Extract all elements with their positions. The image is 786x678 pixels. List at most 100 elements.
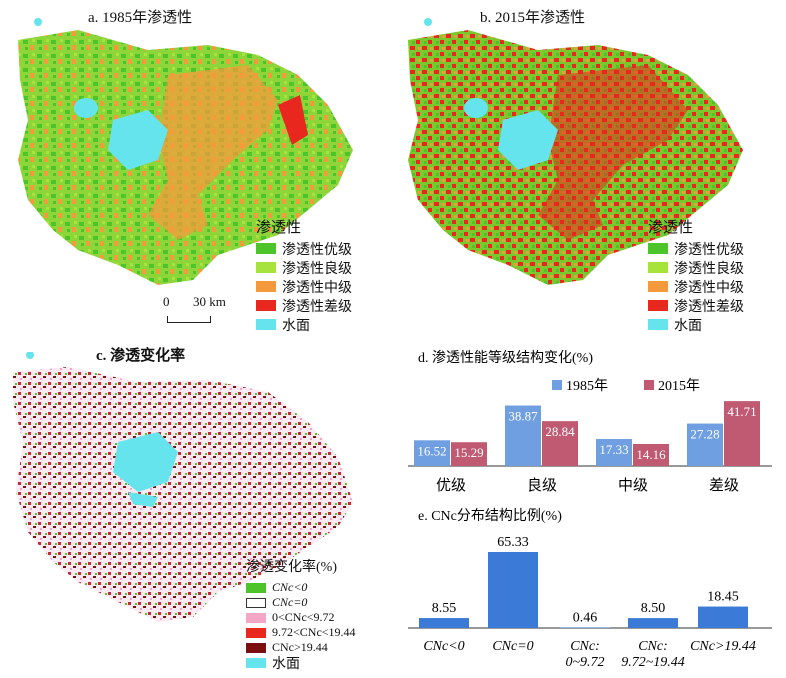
- legend-item: 0<CNc<9.72: [246, 610, 356, 625]
- legend-label: 渗透性良级: [674, 261, 744, 277]
- legend-swatch: [246, 627, 266, 638]
- legend-swatch: [648, 300, 668, 311]
- data-label: 8.55: [432, 601, 457, 616]
- legend-label: 渗透性差级: [674, 299, 744, 315]
- bar: [451, 442, 487, 466]
- bar: [488, 552, 538, 628]
- scale-value: 30 km: [193, 294, 226, 309]
- category-label: CNc=0: [492, 639, 533, 654]
- data-label: 15.29: [454, 445, 483, 460]
- data-label: 14.16: [636, 447, 666, 462]
- legend-item: 渗透性差级: [648, 296, 744, 315]
- data-label: 16.52: [417, 443, 446, 458]
- legend-item: 渗透性中级: [256, 277, 352, 296]
- legend-item: CNc<0: [246, 580, 356, 595]
- legend-swatch: [256, 243, 276, 254]
- legend-swatch: [246, 612, 266, 623]
- legend-label: 9.72<CNc<19.44: [272, 625, 356, 639]
- legend-label: CNc<0: [272, 580, 308, 594]
- category-label: CNc>19.44: [690, 639, 756, 654]
- bar: [419, 618, 469, 628]
- legend-swatch: [246, 597, 266, 608]
- legend-item: 水面: [246, 655, 356, 672]
- legend-title: 渗透性: [648, 220, 694, 236]
- legend-item: 渗透性良级: [256, 258, 352, 277]
- bar: [596, 439, 632, 466]
- permeability-legend-a: 渗透性 渗透性优级 渗透性良级 渗透性中级 渗透性差级 水面: [256, 216, 352, 334]
- data-label: 65.33: [497, 535, 529, 550]
- legend-item: 渗透性差级: [256, 296, 352, 315]
- legend-label: 水面: [282, 318, 310, 334]
- legend-item: 水面: [648, 315, 744, 334]
- legend-label: 水面: [674, 318, 702, 334]
- chart-cnc-distribution: e. CNc分布结构比例(%) 8.55 CNc<0 65.33 CNc=0 0.46 CN…: [408, 508, 772, 670]
- bar: [505, 405, 541, 466]
- scale-zero: 0: [163, 294, 170, 309]
- legend-item: 渗透性优级: [648, 239, 744, 258]
- category-label: 良级: [527, 477, 557, 494]
- legend-label: 渗透性中级: [282, 280, 352, 296]
- legend-label: 渗透性中级: [674, 280, 744, 296]
- legend-label: 1985年: [566, 378, 608, 394]
- legend-label: 水面: [272, 656, 300, 672]
- panel-b-title: b. 2015年渗透性: [480, 10, 586, 26]
- legend-item: 渗透性中级: [648, 277, 744, 296]
- panel-c-title: c. 渗透变化率: [96, 348, 186, 364]
- bar: [724, 401, 760, 466]
- legend-swatch: [256, 262, 276, 273]
- legend-title: 渗透变化率(%): [246, 560, 337, 575]
- legend-label: 0<CNc<9.72: [272, 610, 335, 624]
- data-label: 41.71: [727, 404, 756, 419]
- legend-label: CNc=0: [272, 595, 308, 609]
- legend-swatch: [648, 281, 668, 292]
- bar: [414, 440, 450, 466]
- category-label: 9.72~19.44: [621, 655, 685, 670]
- bar: [698, 606, 748, 628]
- bar: [560, 627, 610, 628]
- legend-label: CNc>19.44: [272, 640, 328, 654]
- chart-permeability-structure: d. 渗透性能等级结构变化(%) 1985年 2015年 16.52 15.29 优级 38…: [408, 349, 772, 494]
- legend-item: CNc=0: [246, 595, 356, 610]
- legend-label: 渗透性差级: [282, 299, 352, 315]
- legend-swatch: [256, 319, 276, 330]
- legend-item: 水面: [256, 315, 352, 334]
- legend-label: 渗透性良级: [282, 261, 352, 277]
- legend-swatch: [644, 380, 654, 390]
- category-label: CNc<0: [423, 639, 464, 654]
- legend-swatch: [246, 642, 266, 653]
- legend-swatch: [256, 281, 276, 292]
- map-change-rate: [13, 352, 353, 622]
- data-label: 38.87: [508, 409, 538, 424]
- bar: [687, 423, 723, 466]
- map-2015: [408, 18, 743, 285]
- data-label: 28.84: [545, 424, 575, 439]
- legend-swatch: [648, 243, 668, 254]
- category-label: CNc:: [638, 639, 668, 654]
- data-label: 0.46: [573, 610, 598, 625]
- legend-swatch: [246, 582, 266, 593]
- legend-swatch: [648, 319, 668, 330]
- bar: [628, 618, 678, 628]
- chart-title: d. 渗透性能等级结构变化(%): [418, 349, 593, 366]
- category-label: 中级: [618, 477, 648, 494]
- data-label: 27.28: [690, 427, 719, 442]
- change-rate-legend: 渗透变化率(%) CNc<0 CNc=0 0<CNc<9.72 9.72<CNc…: [246, 556, 356, 672]
- chart-title: e. CNc分布结构比例(%): [418, 508, 562, 524]
- category-label: 优级: [436, 477, 466, 494]
- category-label: 0~9.72: [565, 655, 604, 670]
- legend-item: CNc>19.44: [246, 640, 356, 655]
- data-label: 17.33: [599, 442, 628, 457]
- legend-item: 渗透性优级: [256, 239, 352, 258]
- legend-swatch: [246, 657, 266, 668]
- data-label: 8.50: [641, 601, 666, 616]
- legend-label: 2015年: [658, 378, 700, 394]
- category-label: 差级: [709, 477, 739, 494]
- data-label: 18.45: [707, 590, 739, 605]
- category-label: CNc:: [570, 639, 600, 654]
- legend-title: 渗透性: [256, 220, 302, 236]
- bar: [542, 421, 578, 466]
- legend-swatch: [256, 300, 276, 311]
- legend-item: 渗透性良级: [648, 258, 744, 277]
- legend-label: 渗透性优级: [282, 242, 352, 258]
- legend-swatch: [552, 380, 562, 390]
